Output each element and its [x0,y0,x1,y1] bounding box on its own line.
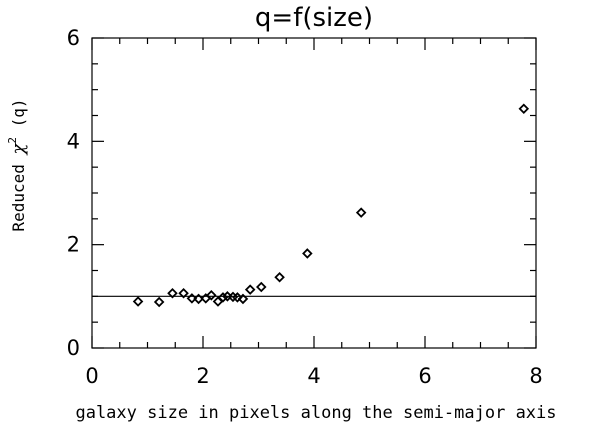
data-point [302,248,313,259]
data-point [178,287,189,299]
data-point [186,293,198,304]
y-axis-label-superscript: 2 [6,137,19,144]
plot-area: 0 2 4 6 8 0 2 4 6 [67,26,543,388]
y-axis-label-suffix: (q) [9,98,28,137]
axis-ticks [91,37,537,349]
plot-frame [91,37,537,349]
data-point [244,284,256,295]
y-axis-label: Reduced χ2 (q) [6,98,29,231]
data-point [193,293,204,305]
data-point [232,292,243,303]
x-tick-label: 6 [418,364,431,388]
data-point [167,287,178,299]
y-tick-label: 2 [67,233,80,257]
y-tick-label: 0 [67,336,80,360]
data-point [206,290,217,301]
data-point [256,281,267,293]
x-axis-label: galaxy size in pixels along the semi-maj… [75,403,556,423]
x-tick-label: 2 [196,364,209,388]
y-tick-label: 4 [67,129,80,153]
y-tick-label: 6 [67,26,80,50]
y-axis-label-chi: χ [8,143,29,157]
data-point [237,293,249,305]
data-point [274,271,285,283]
x-tick-label: 0 [85,364,98,388]
data-point [217,292,229,303]
y-axis-label-prefix: Reduced [9,155,28,232]
tick-labels: 0 2 4 6 8 0 2 4 6 [67,26,543,388]
data-point [355,207,367,218]
data-points [132,103,530,308]
x-tick-label: 8 [529,364,542,388]
x-tick-label: 4 [307,364,320,388]
chart-title: q=f(size) [255,3,373,33]
data-point [518,103,530,115]
data-point [132,296,144,307]
data-point [153,296,165,308]
